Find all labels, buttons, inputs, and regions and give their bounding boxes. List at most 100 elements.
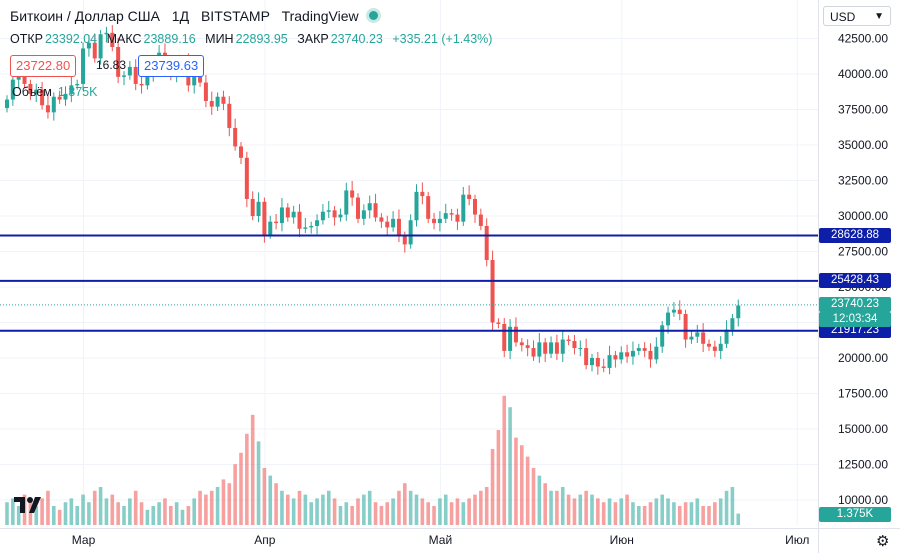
candle-body <box>367 203 372 211</box>
volume-bar <box>63 502 68 525</box>
volume-bar <box>648 502 653 525</box>
candle-body <box>590 358 594 366</box>
volume-bar <box>75 506 79 525</box>
candle-body <box>350 190 355 198</box>
volume-bar <box>98 487 103 525</box>
volume-bar <box>473 494 477 525</box>
candle-body <box>513 326 518 343</box>
volume-bar <box>461 502 466 525</box>
time-tick-label: Июн <box>610 533 634 547</box>
candle-body <box>303 227 308 229</box>
volume-bar <box>520 445 524 525</box>
candle-body <box>572 340 577 349</box>
candle-body <box>496 322 501 324</box>
volume-bar <box>227 483 232 525</box>
candle-body <box>543 342 548 354</box>
hline-label-1[interactable]: 28628.88 <box>819 227 891 243</box>
volume-bar <box>180 509 185 525</box>
candle-body <box>636 348 641 351</box>
volume-bar <box>572 498 577 525</box>
volume-bar <box>57 509 62 525</box>
candle-body <box>467 194 472 199</box>
candle-body <box>613 355 618 360</box>
volume-bar <box>689 502 694 525</box>
volume-bar <box>309 502 313 525</box>
volume-bar <box>555 490 559 525</box>
candle-body <box>660 325 665 347</box>
sell-price-button[interactable]: 23722.80 <box>10 55 77 77</box>
candle-body <box>51 96 56 113</box>
volume-bar <box>438 498 442 525</box>
candle-body <box>461 194 466 222</box>
volume-bar <box>467 498 471 525</box>
candle-body <box>578 348 583 350</box>
candle-body <box>285 207 290 218</box>
volume-bar <box>151 506 156 525</box>
candle-body <box>695 332 700 337</box>
volume-bar <box>654 498 659 525</box>
volume-bar <box>192 498 196 525</box>
volume-bar <box>537 475 542 525</box>
volume-bar <box>110 494 115 525</box>
candle-body <box>309 225 314 228</box>
candle-body <box>443 213 448 219</box>
candle-body <box>402 235 407 245</box>
candle-body <box>718 343 723 351</box>
candle-body <box>45 105 50 113</box>
high-value: 23889.16 <box>143 32 196 46</box>
buy-price-button[interactable]: 23739.63 <box>138 55 205 77</box>
volume-bar <box>104 498 109 525</box>
time-tick-label: Июл <box>785 533 809 547</box>
candle-body <box>10 79 15 100</box>
candle-body <box>192 76 197 86</box>
volume-bar <box>69 498 74 525</box>
hline-label-3[interactable]: 21917.23 <box>819 323 891 339</box>
volume-bar <box>379 506 384 525</box>
candle-body <box>531 348 536 357</box>
volume-bar <box>525 456 530 525</box>
symbol-legend[interactable]: Биткоин / Доллар США 1Д BITSTAMP Trading… <box>10 8 378 24</box>
candle-body <box>490 260 495 323</box>
volume-bar <box>139 502 144 525</box>
volume-bar <box>707 506 711 525</box>
volume-bar <box>642 506 647 525</box>
volume-bar <box>81 494 85 525</box>
volume-bar <box>286 494 290 525</box>
volume-legend[interactable]: Объём 1.375K <box>12 85 97 99</box>
candle-body <box>566 339 571 341</box>
volume-bar <box>701 506 705 525</box>
volume-bar <box>262 468 267 525</box>
currency-select[interactable]: USD ▼ <box>823 6 891 26</box>
volume-bar <box>637 506 641 525</box>
volume-bar <box>660 494 664 525</box>
tradingview-logo-icon[interactable] <box>14 494 44 516</box>
candle-body <box>315 220 320 226</box>
open-label: ОТКР <box>10 32 43 46</box>
candle-body <box>69 85 74 94</box>
candle-body <box>356 197 360 219</box>
candle-body <box>92 42 97 59</box>
volume-bar <box>373 502 378 525</box>
volume-bar <box>549 490 553 525</box>
candle-body <box>215 96 220 107</box>
candle-body <box>689 336 694 340</box>
candle-body <box>607 355 612 368</box>
candle-body <box>595 358 600 367</box>
volume-bar <box>87 502 91 525</box>
candle-body <box>391 218 396 228</box>
candle-body <box>22 72 27 84</box>
candle-body <box>437 218 442 224</box>
open-value: 23392.04 <box>44 32 98 46</box>
candle-body <box>81 48 86 84</box>
candle-body <box>379 217 384 222</box>
gear-icon[interactable]: ⚙ <box>876 533 890 550</box>
volume-bar <box>385 502 390 525</box>
candle-body <box>455 214 460 222</box>
hline-label-2[interactable]: 25428.43 <box>819 273 891 289</box>
price-tick-label: 17500.00 <box>838 387 888 401</box>
volume-bar <box>350 506 354 525</box>
volume-bar <box>596 498 600 525</box>
volume-bar <box>209 490 214 525</box>
